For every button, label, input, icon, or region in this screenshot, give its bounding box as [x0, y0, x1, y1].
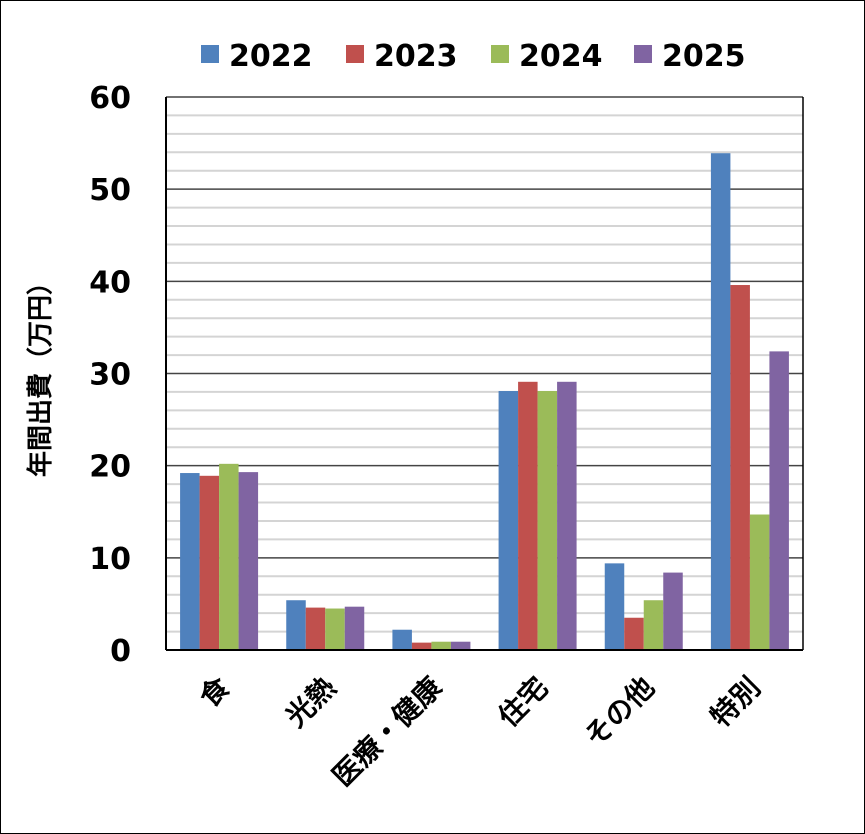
- legend-swatch-2025: [634, 45, 652, 63]
- legend-swatch-2023: [346, 45, 364, 63]
- y-axis-label: 年間出費（万円）: [25, 269, 56, 477]
- bar-2024-その他: [643, 600, 664, 650]
- bar-2025-特別: [769, 351, 789, 650]
- bar-2022-特別: [710, 153, 731, 650]
- axes: [165, 97, 804, 651]
- y-tick-label: 0: [110, 634, 131, 669]
- bar-2025-その他: [663, 572, 683, 650]
- bar-2023-医療・健康: [411, 642, 432, 650]
- legend: 2022 2023 2024 2025: [201, 39, 746, 74]
- x-tick-label: その他: [578, 671, 661, 754]
- y-tick-label: 10: [89, 542, 131, 577]
- legend-label: 2023: [374, 39, 458, 74]
- bar-2025-医療・健康: [450, 641, 471, 650]
- y-tick-label: 40: [89, 265, 131, 300]
- bar-2022-住宅: [498, 391, 519, 650]
- bar-2024-医療・健康: [431, 641, 451, 650]
- bar-2025-住宅: [557, 381, 577, 650]
- x-tick-label: 食: [193, 670, 237, 714]
- y-tick-label: 20: [89, 450, 131, 485]
- bars: [180, 153, 789, 650]
- y-tick-label: 50: [89, 173, 131, 208]
- bar-2024-住宅: [537, 391, 558, 650]
- legend-swatch-2022: [201, 45, 219, 63]
- bar-2024-光熱: [325, 608, 345, 650]
- bar-2022-医療・健康: [392, 629, 412, 650]
- y-tick-label: 60: [89, 81, 131, 116]
- legend-swatch-2024: [491, 45, 509, 63]
- x-tick-label: 光熱: [279, 671, 343, 735]
- bar-2025-食: [238, 472, 259, 650]
- bar-2023-その他: [624, 617, 644, 650]
- x-tick-labels: 食光熱医療・健康 住宅 その他 特別: [193, 670, 767, 793]
- x-tick-label: 特別: [704, 671, 767, 734]
- gridlines: [166, 96, 803, 651]
- x-tick-label: 医療・健康: [326, 670, 449, 793]
- bar-2023-食: [199, 475, 220, 650]
- bar-2023-特別: [730, 285, 750, 650]
- legend-label: 2022: [229, 39, 313, 74]
- legend-label: 2024: [519, 39, 603, 74]
- bar-2022-食: [180, 473, 200, 650]
- legend-label: 2025: [662, 39, 746, 74]
- y-tick-label: 30: [89, 358, 131, 393]
- bar-2022-その他: [604, 563, 625, 650]
- bar-2025-光熱: [344, 606, 365, 650]
- bar-2024-特別: [749, 514, 770, 650]
- bar-2022-光熱: [286, 600, 306, 650]
- bar-2023-光熱: [305, 607, 326, 650]
- bar-2024-食: [219, 463, 239, 650]
- x-tick-label: 住宅: [492, 671, 555, 734]
- y-tick-labels: 0 10 20 30 40 50 60: [89, 81, 131, 669]
- bar-2023-住宅: [518, 381, 538, 650]
